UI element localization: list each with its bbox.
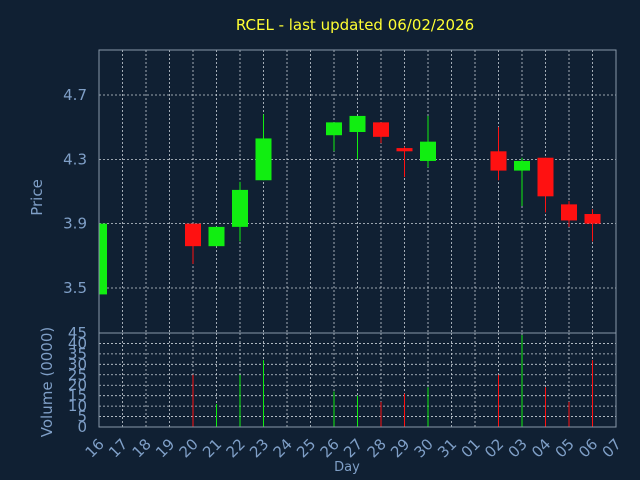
x-tick-label: 30 xyxy=(411,435,437,461)
volume-tick-label: 25 xyxy=(68,366,87,384)
volume-tick-label: 45 xyxy=(68,324,87,342)
x-ticks: 1617181920212223242526272829303101020304… xyxy=(82,435,625,461)
x-tick-label: 27 xyxy=(340,435,366,461)
x-tick-label: 24 xyxy=(270,435,296,461)
x-tick-label: 16 xyxy=(82,435,108,461)
price-tick-label: 4.3 xyxy=(63,150,87,168)
x-tick-label: 29 xyxy=(387,435,413,461)
candle-body xyxy=(561,204,577,221)
x-tick-label: 26 xyxy=(317,435,343,461)
candle-body xyxy=(349,115,366,133)
x-tick-label: 02 xyxy=(481,435,507,461)
x-tick-label: 22 xyxy=(223,435,249,461)
x-tick-label: 19 xyxy=(152,435,178,461)
x-tick-label: 17 xyxy=(105,435,131,461)
candle-body xyxy=(185,223,201,247)
x-axis-label: Day xyxy=(334,460,360,475)
candle-body xyxy=(396,148,413,152)
candle-body xyxy=(326,122,342,136)
candle-body xyxy=(490,151,507,171)
volume-tick-label: 0 xyxy=(77,418,87,436)
volume-tick-label: 20 xyxy=(68,376,87,394)
volume-tick-label: 10 xyxy=(68,397,87,415)
x-tick-label: 03 xyxy=(505,435,531,461)
candle-body xyxy=(99,223,107,295)
volume-bars xyxy=(192,335,593,427)
x-tick-label: 23 xyxy=(246,435,272,461)
candle-body xyxy=(255,138,272,181)
candle-body xyxy=(584,214,601,224)
candle-body xyxy=(373,122,389,137)
x-tick-label: 06 xyxy=(575,435,601,461)
volume-axis-label: Volume (0000) xyxy=(38,327,56,437)
price-tick-label: 4.7 xyxy=(63,86,87,104)
x-tick-label: 21 xyxy=(199,435,225,461)
x-tick-label: 31 xyxy=(434,435,460,461)
candle-body xyxy=(232,189,248,227)
candle-body xyxy=(537,157,554,197)
x-tick-label: 05 xyxy=(552,435,578,461)
x-tick-label: 04 xyxy=(528,435,554,461)
volume-tick-label: 30 xyxy=(68,355,87,373)
price-axis-label: Price xyxy=(28,179,46,216)
x-tick-label: 25 xyxy=(293,435,319,461)
price-tick-label: 3.9 xyxy=(63,215,87,233)
volume-tick-label: 15 xyxy=(68,387,87,405)
candle-body xyxy=(514,160,530,171)
x-tick-label: 01 xyxy=(458,435,484,461)
x-tick-label: 18 xyxy=(129,435,155,461)
candle-body xyxy=(208,226,225,247)
volume-panel-frame xyxy=(98,332,617,428)
volume-tick-label: 40 xyxy=(68,334,87,352)
x-tick-label: 28 xyxy=(364,435,390,461)
price-tick-label: 3.5 xyxy=(63,279,87,297)
candle-body xyxy=(420,141,436,161)
price-y-ticks: 3.5 3.9 4.3 4.7 xyxy=(63,86,87,297)
chart-title: RCEL - last updated 06/02/2026 xyxy=(236,16,474,34)
volume-tick-label: 35 xyxy=(68,345,87,363)
x-tick-label: 20 xyxy=(176,435,202,461)
candles xyxy=(98,114,601,295)
x-tick-label: 07 xyxy=(599,435,625,461)
volume-tick-label: 5 xyxy=(77,408,87,426)
